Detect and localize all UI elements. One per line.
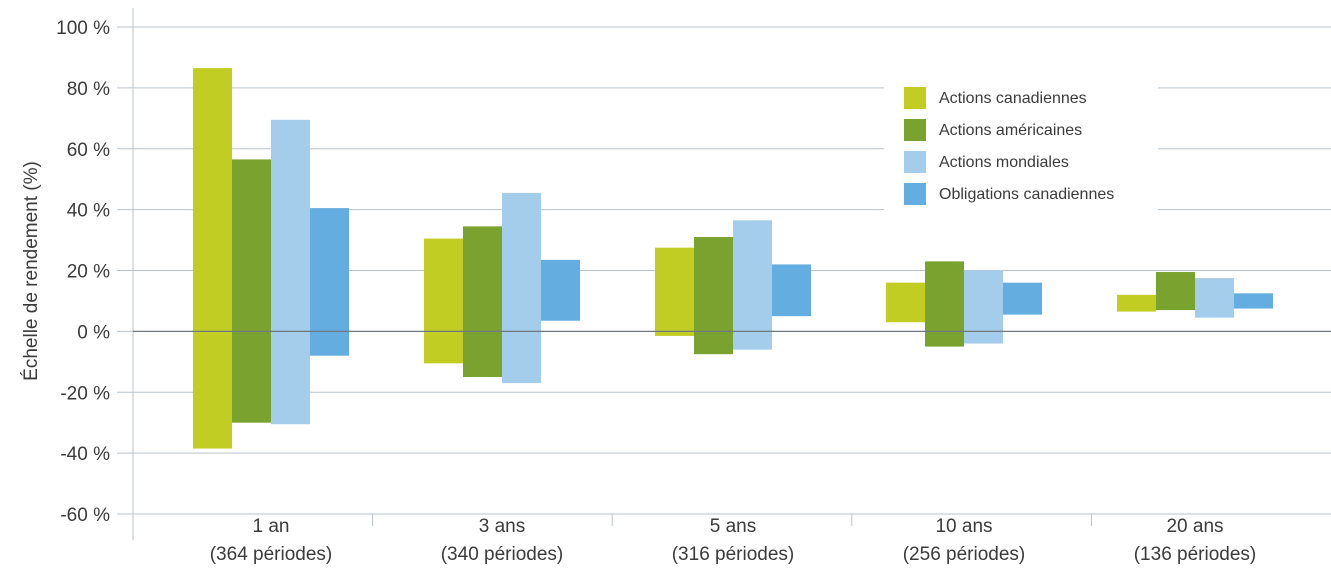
range-bar [193,68,232,449]
range-bar [886,282,925,323]
range-bar [310,208,349,356]
x-category-label: 3 ans [479,516,525,537]
range-bar [733,220,772,350]
legend-label: Obligations canadiennes [939,186,1114,203]
range-bar [1003,282,1042,315]
legend: Actions canadiennes Actions américaines Ac… [884,72,1158,212]
range-bar [463,226,502,378]
y-tick-label: 0 % [77,322,110,343]
x-category-sublabel: (136 périodes) [1134,544,1257,565]
y-tick-label: -20 % [60,383,110,404]
range-bar [502,192,541,384]
x-category-sublabel: (364 périodes) [210,544,333,565]
x-category-label: 20 ans [1166,516,1223,537]
range-bar [964,270,1003,344]
range-bar [271,119,310,425]
x-category-sublabel: (316 périodes) [672,544,795,565]
bars [193,68,1273,449]
legend-label: Actions canadiennes [939,90,1087,107]
legend-swatch [904,183,926,205]
legend-label: Actions américaines [939,122,1082,139]
x-category-sublabel: (256 périodes) [903,544,1026,565]
legend-label: Actions mondiales [939,154,1069,171]
legend-background [884,72,1158,212]
x-category-label: 5 ans [710,516,756,537]
y-tick-label: 80 % [67,79,110,100]
x-category-label: 10 ans [935,516,992,537]
y-axis-title: Échelle de rendement (%) [21,161,42,381]
range-bar [232,159,271,423]
x-category-sublabel: (340 périodes) [441,544,564,565]
y-tick-label: -40 % [60,444,110,465]
range-bar [925,261,964,347]
legend-swatch [904,151,926,173]
y-tick-label: 20 % [67,262,110,283]
y-tick-label: 40 % [67,201,110,222]
range-bar [1117,294,1156,312]
y-tick-label: 60 % [67,140,110,161]
range-bar [694,237,733,355]
range-bar [541,259,580,321]
legend-swatch [904,87,926,109]
range-bar [1195,278,1234,318]
legend-swatch [904,119,926,141]
range-bar [655,247,694,336]
y-tick-label: 100 % [56,18,110,39]
range-bar [1234,293,1273,309]
x-category-label: 1 an [253,516,290,537]
range-bar [1156,272,1195,311]
range-bar [424,238,463,364]
range-bar [772,264,811,317]
axes [117,8,1092,540]
labels: -60 % -40 % -20 % 0 % 20 % 40 % 60 % 80 % 100 % 1… [21,18,1256,565]
y-tick-label: -60 % [60,505,110,526]
